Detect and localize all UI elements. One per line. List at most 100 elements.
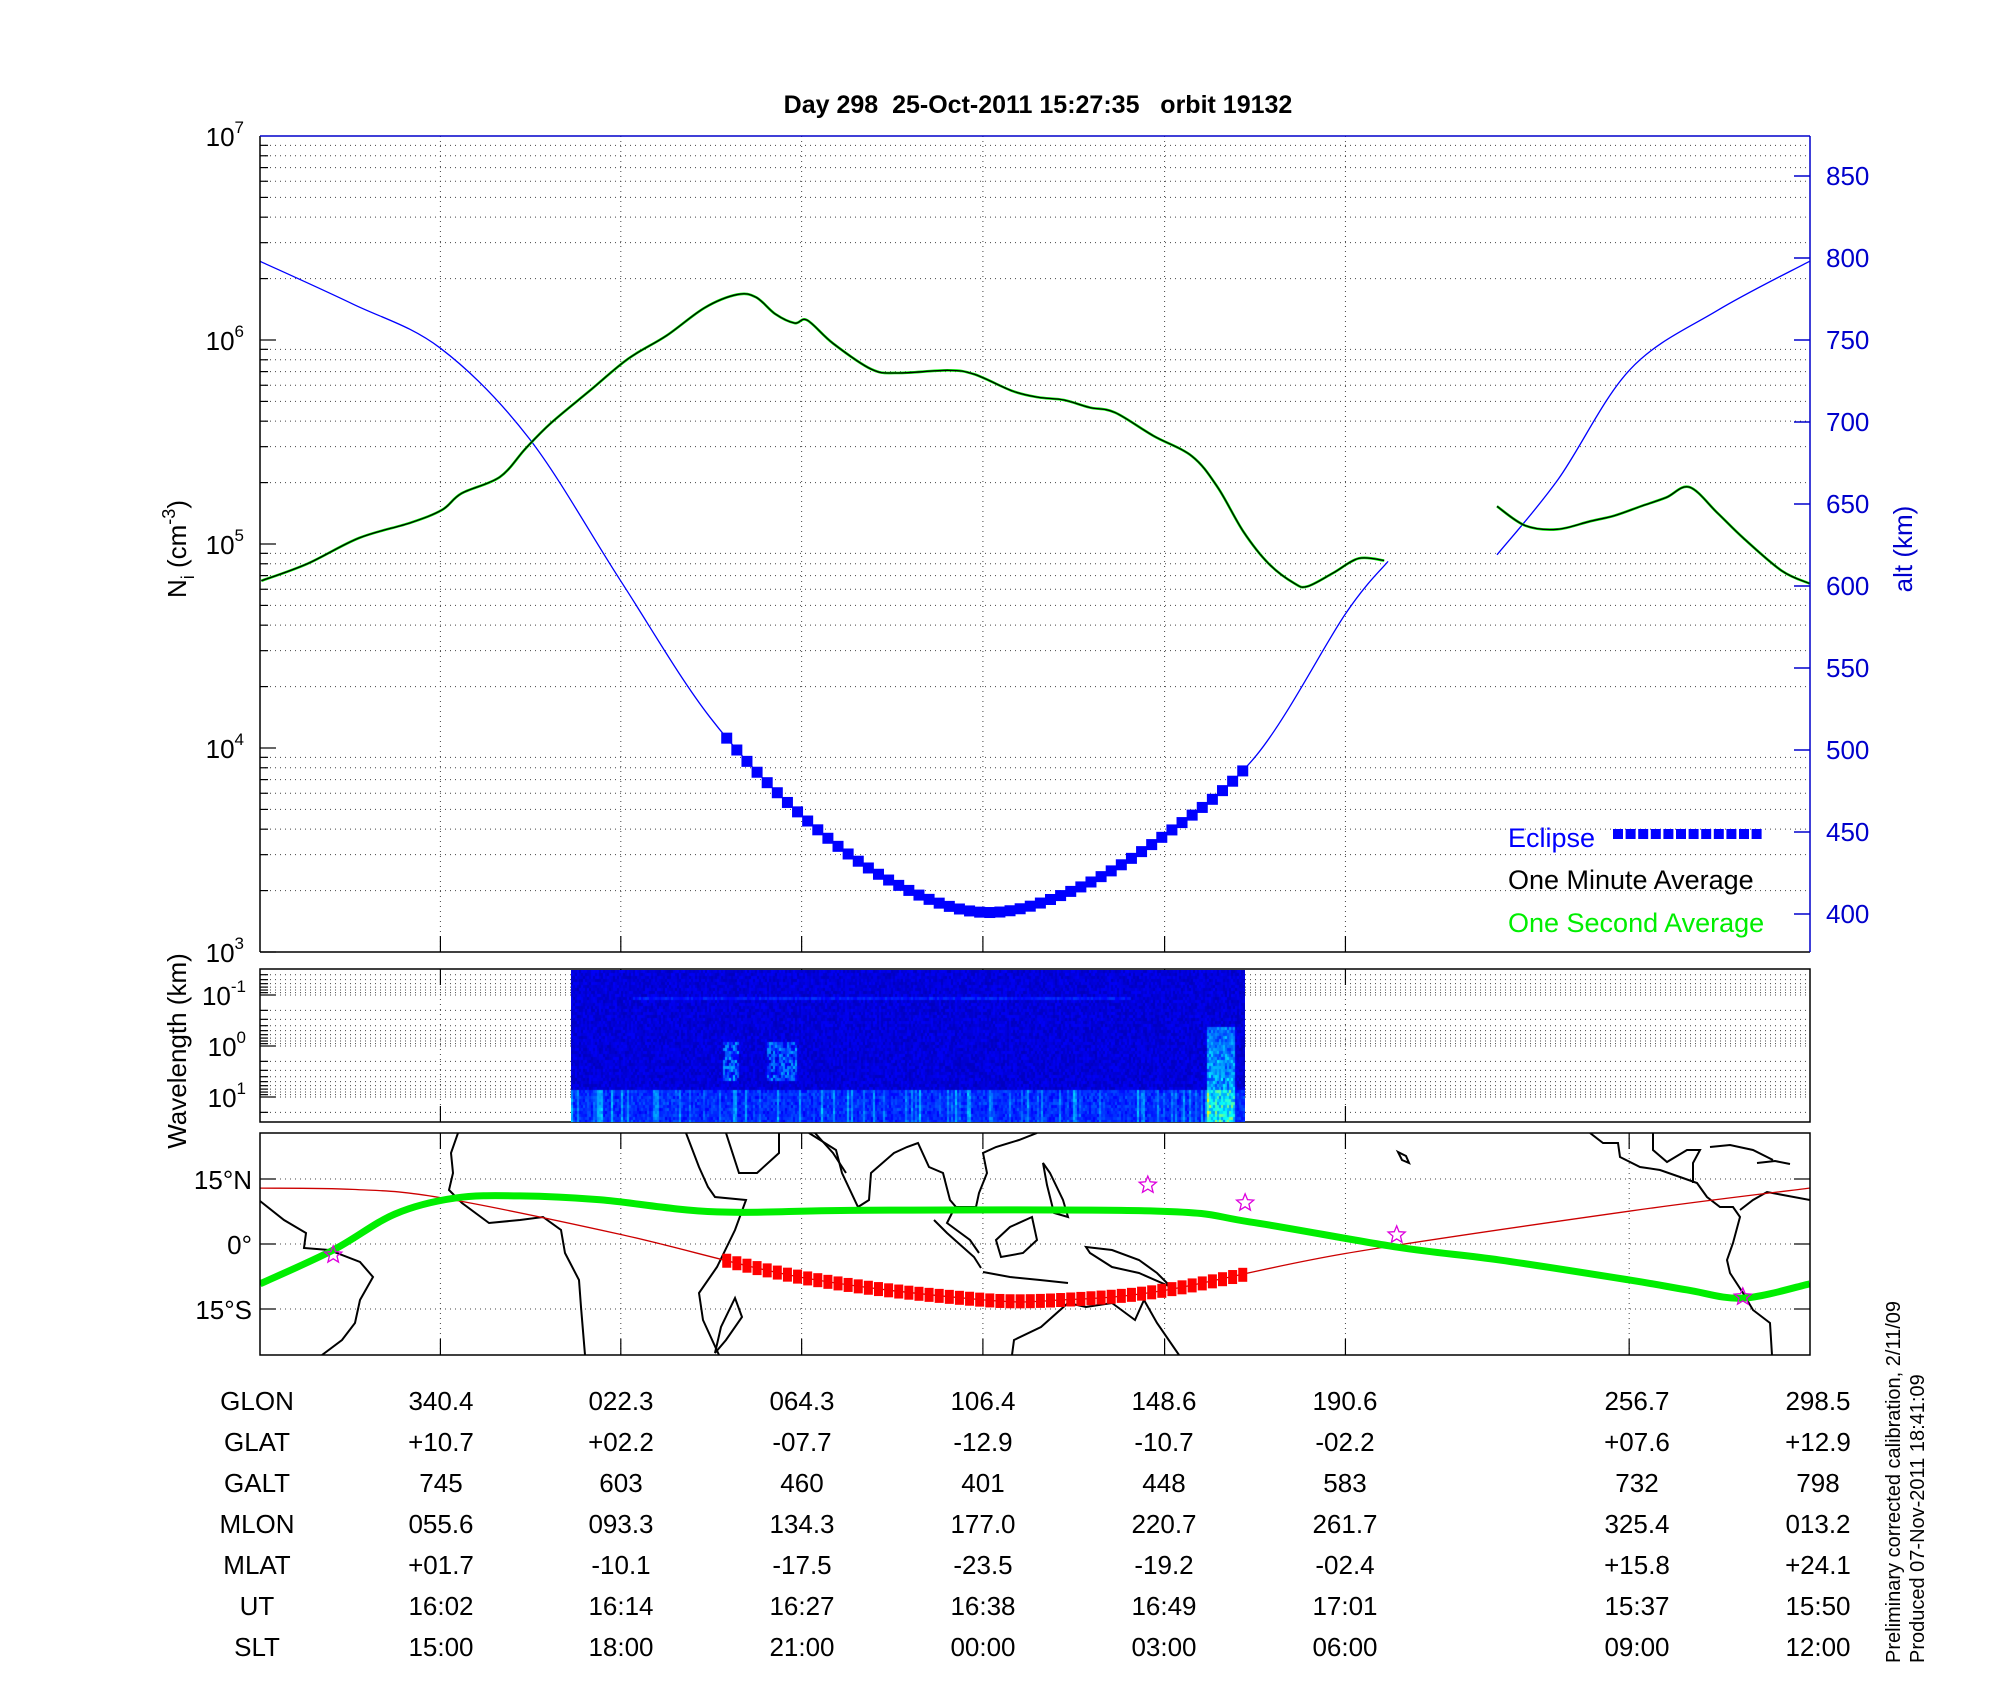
map-eclipse-marker	[1167, 1282, 1177, 1297]
map-eclipse-marker	[985, 1293, 995, 1308]
eclipse-marker	[1105, 865, 1117, 877]
table-cell: 00:00	[950, 1632, 1015, 1662]
eclipse-marker	[822, 832, 834, 844]
table-cell: -10.7	[1134, 1427, 1193, 1457]
y-tick-base: 10	[206, 938, 235, 968]
map-eclipse-marker	[1086, 1291, 1096, 1306]
eclipse-marker	[913, 889, 925, 901]
altitude-line	[259, 260, 1389, 914]
map-eclipse-marker	[965, 1291, 975, 1306]
eclipse-marker	[721, 732, 733, 744]
table-cell: 603	[599, 1468, 642, 1498]
table-cell: -23.5	[953, 1550, 1012, 1580]
spectrogram-tick-exponent: 0	[237, 1028, 246, 1047]
altitude-tick-label: 800	[1826, 243, 1869, 273]
map-eclipse-marker	[934, 1288, 944, 1303]
figure-title: Day 298 25-Oct-2011 15:27:35 orbit 19132	[784, 91, 1293, 119]
table-cell: -12.9	[953, 1427, 1012, 1457]
map-eclipse-marker	[1207, 1274, 1217, 1289]
map-eclipse-marker	[1046, 1293, 1055, 1308]
eclipse-marker	[943, 900, 955, 912]
map-eclipse-marker	[1218, 1272, 1228, 1287]
spectrogram-tick-exponent: 1	[237, 1079, 246, 1098]
spectrogram-tick-base: 10	[208, 1032, 237, 1062]
coastline-hawaii	[1395, 1149, 1411, 1165]
magnetic-equator-line	[260, 1192, 1810, 1302]
eclipse-marker	[1095, 871, 1107, 883]
table-cell: 106.4	[950, 1386, 1015, 1416]
map-eclipse-marker	[1066, 1292, 1076, 1307]
spectrogram-tick-base: 10	[202, 981, 231, 1011]
eclipse-marker	[1186, 809, 1198, 821]
map-eclipse-marker	[1005, 1294, 1015, 1309]
y-tick-label: 105	[206, 526, 244, 560]
map-eclipse-marker	[1157, 1283, 1167, 1298]
eclipse-marker	[1125, 852, 1137, 864]
legend-eclipse-square	[1613, 829, 1623, 839]
map-eclipse-marker	[884, 1283, 894, 1298]
map-eclipse-marker	[1056, 1293, 1066, 1308]
table-cell: +07.6	[1604, 1427, 1670, 1457]
legend-eclipse-square	[1701, 829, 1712, 839]
map-eclipse-marker	[853, 1279, 863, 1294]
table-cell: -17.5	[772, 1550, 831, 1580]
map-frame	[259, 1132, 1811, 1356]
coastline-yucatan	[1652, 1133, 1702, 1183]
coastline-java	[982, 1271, 1069, 1284]
y-tick-base: 10	[206, 734, 235, 764]
table-row-label: SLT	[234, 1632, 280, 1662]
table-cell: +12.9	[1785, 1427, 1851, 1457]
table-cell: 03:00	[1131, 1632, 1196, 1662]
ylabel-sup: -3	[159, 509, 179, 525]
map-latitude-label: 15°S	[195, 1295, 252, 1325]
table-cell: 013.2	[1785, 1509, 1850, 1539]
table-cell: +15.8	[1604, 1550, 1670, 1580]
map-eclipse-marker	[732, 1256, 742, 1271]
table-cell: +10.7	[408, 1427, 474, 1457]
map-tick-labels: 15°N 0° 15°S	[194, 1165, 252, 1325]
map-eclipse-marker	[803, 1271, 813, 1286]
table-cell: 15:50	[1785, 1591, 1850, 1621]
density-axis-label: Ni (cm-3)	[159, 500, 198, 598]
map-eclipse-marker	[772, 1265, 782, 1280]
table-cell: -19.2	[1134, 1550, 1193, 1580]
table-cell: 732	[1615, 1468, 1658, 1498]
legend: Eclipse One Minute Average One Second Av…	[1508, 823, 1764, 938]
table-cell: 220.7	[1131, 1509, 1196, 1539]
table-cell: 16:38	[950, 1591, 1015, 1621]
legend-eclipse-square	[1650, 829, 1661, 839]
legend-second-label: One Second Average	[1508, 908, 1764, 938]
density-plot-axes	[259, 135, 1811, 953]
map-eclipse-marker	[1076, 1291, 1086, 1306]
density-plot-series	[259, 260, 1811, 919]
spectrogram-image	[570, 970, 1245, 1122]
legend-eclipse-square	[1713, 829, 1724, 839]
y-tick-exponent: 6	[235, 322, 244, 341]
legend-minute-label: One Minute Average	[1508, 865, 1754, 895]
table-cell: 460	[780, 1468, 823, 1498]
legend-eclipse-square	[1726, 829, 1737, 839]
map-eclipse-marker	[1228, 1270, 1238, 1285]
altitude-tick-label: 450	[1826, 817, 1869, 847]
coastline-borneo	[994, 1215, 1039, 1259]
ylabel-base: N	[162, 579, 192, 598]
coastline-sumatra	[933, 1219, 982, 1269]
table-cell: 148.6	[1131, 1386, 1196, 1416]
coastline-arabia	[725, 1133, 780, 1174]
y-tick-label: 104	[206, 730, 244, 764]
spectrogram-tick-exponent: -1	[231, 977, 246, 996]
table-cell: 16:02	[408, 1591, 473, 1621]
eclipse-marker	[953, 903, 965, 915]
altitude-tick-label: 400	[1826, 899, 1869, 929]
eclipse-marker	[852, 855, 864, 867]
map-eclipse-marker	[1197, 1276, 1207, 1291]
wavelength-axis-label: Wavelength (km)	[162, 953, 192, 1149]
map-eclipse-marker	[863, 1280, 873, 1295]
map-eclipse-marker	[1177, 1280, 1187, 1295]
coastline-malay-peninsula	[945, 1212, 980, 1254]
altitude-line	[1496, 260, 1810, 556]
table-row-label: MLAT	[223, 1550, 291, 1580]
eclipse-marker	[1166, 824, 1178, 836]
altitude-tick-label: 500	[1826, 735, 1869, 765]
spectrogram-tick-label: 100	[208, 1028, 246, 1062]
